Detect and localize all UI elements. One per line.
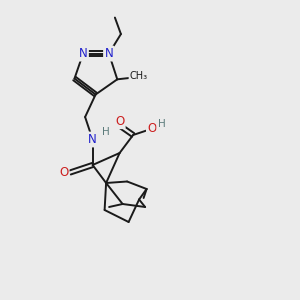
Text: H: H [102,127,110,137]
Text: O: O [147,122,157,136]
Text: N: N [88,133,97,146]
Text: H: H [158,119,166,130]
Text: O: O [59,166,68,179]
Text: O: O [115,115,124,128]
Text: N: N [79,47,88,60]
Text: N: N [104,47,113,60]
Text: CH₃: CH₃ [130,71,148,81]
